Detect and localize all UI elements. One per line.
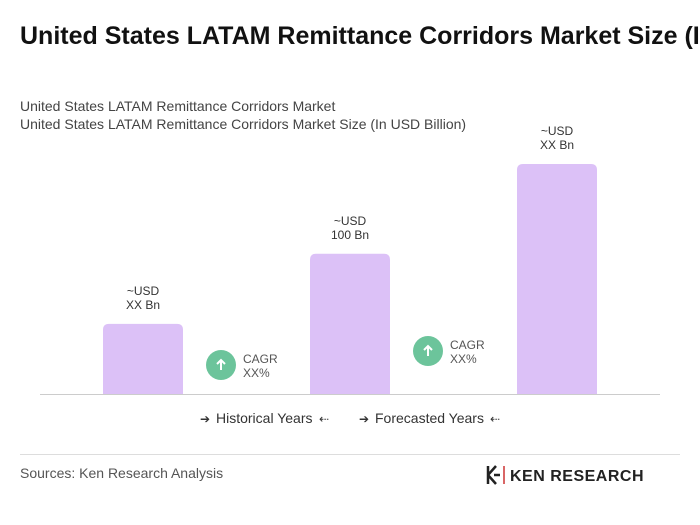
logo-icon <box>486 465 500 485</box>
logo: KEN RESEARCH <box>486 465 644 485</box>
cagr-label: CAGR <box>243 352 278 366</box>
subtitle: United States LATAM Remittance Corridors… <box>20 116 466 132</box>
legend: ➔ Historical Years ⇠ ➔ Forecasted Years … <box>200 410 500 426</box>
source: Sources: Ken Research Analysis <box>20 465 223 481</box>
cagr-arrow <box>423 344 433 356</box>
value-label: ~USD XX Bn <box>126 284 160 312</box>
arrow: ⇠ <box>490 412 500 426</box>
arrow: ➔ <box>200 412 210 426</box>
cagr-arrow <box>216 358 226 370</box>
bar <box>517 164 597 394</box>
chart-title: United States LATAM Remittance Corridors… <box>20 22 700 50</box>
value-label: ~USD XX Bn <box>540 124 574 152</box>
cagr-value: XX% <box>450 352 477 366</box>
bar <box>103 323 183 394</box>
value-label: ~USD 100 Bn <box>331 214 369 242</box>
cagr-value: XX% <box>243 366 270 380</box>
arrow: ➔ <box>359 412 369 426</box>
logo-text: KEN RESEARCH <box>510 468 644 485</box>
cagr-label: CAGR <box>450 338 485 352</box>
legend-label: Forecasted Years <box>375 410 484 426</box>
legend-label: Historical Years <box>216 410 313 426</box>
arrow: ⇠ <box>319 412 329 426</box>
subtitle: United States LATAM Remittance Corridors… <box>20 98 335 114</box>
bar <box>310 253 390 394</box>
